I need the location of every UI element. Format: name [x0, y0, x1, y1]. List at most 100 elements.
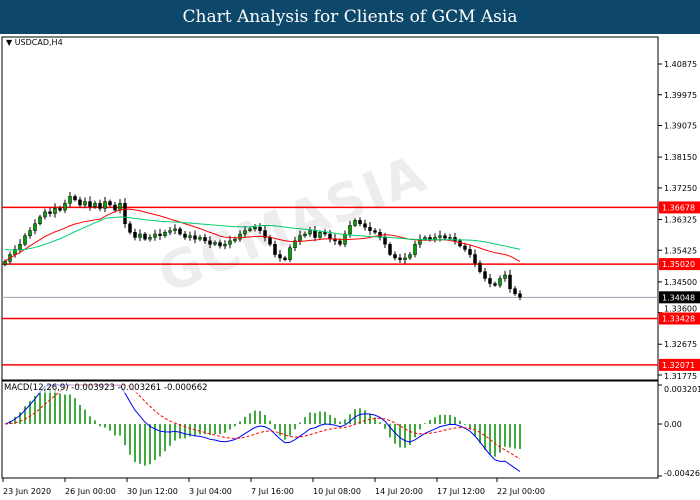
candle-body [363, 223, 367, 228]
candle-body [23, 235, 27, 245]
candle-body [383, 237, 387, 245]
price-tick-label: 1.39075 [664, 122, 697, 131]
candle-body [223, 244, 227, 247]
price-tick-label: 1.36325 [664, 216, 697, 225]
candle-body [443, 235, 447, 239]
level-price-tag [659, 312, 700, 325]
price-tick-label: 1.35425 [664, 246, 697, 255]
candle-body [478, 262, 482, 272]
candle-body [93, 203, 97, 207]
macd-signal-line [4, 384, 521, 460]
time-tick-label: 17 Jul 12:00 [437, 487, 485, 496]
price-tick-label: 1.37250 [664, 184, 697, 193]
candle-body [278, 254, 282, 259]
candle-body [123, 203, 127, 225]
candle-body [518, 293, 522, 298]
candle-body [468, 249, 472, 255]
candle-body [293, 240, 297, 248]
current-price-tag [659, 291, 700, 304]
candle-body [153, 233, 157, 238]
candle-body [163, 232, 167, 236]
candle-body [48, 211, 52, 214]
ma-slow-line [4, 216, 521, 251]
level-price-tag [659, 201, 700, 214]
candle-body [128, 223, 132, 233]
candle-body [68, 196, 72, 204]
candle-body [373, 230, 377, 233]
level-price-label: 1.32071 [662, 361, 695, 370]
candle-body [368, 226, 372, 231]
candle-body [308, 230, 312, 235]
candle-body [43, 211, 47, 218]
price-chart[interactable]: 1.40875 1.39975 1.39075 1.38150 1.37250 1.363… [0, 34, 700, 500]
candle-body [143, 233, 147, 240]
candle-body [13, 249, 17, 255]
current-price-label: 1.34048 [662, 293, 695, 302]
level-price-label: 1.36678 [662, 203, 695, 212]
symbol-text: USDCAD,H4 [14, 38, 63, 47]
candle-body [103, 201, 107, 209]
candle-body [453, 237, 457, 242]
candle-body [428, 237, 432, 240]
candle-body [358, 220, 362, 225]
price-tick-label: 1.34500 [664, 278, 697, 287]
candle-body [448, 237, 452, 239]
candle-body [63, 203, 67, 211]
candle-body [38, 216, 42, 225]
candle-body [323, 232, 327, 235]
macd-label: MACD(12,26,9) -0.003923 -0.003261 -0.000… [4, 383, 208, 393]
candle-body [233, 238, 237, 242]
candle-body [118, 203, 122, 211]
page-title: Chart Analysis for Clients of GCM Asia [0, 0, 700, 34]
time-tick-label: 23 Jun 2020 [3, 487, 51, 496]
candle-body [158, 233, 162, 236]
candle-body [138, 233, 142, 238]
price-tick-label: 1.33600 [664, 304, 697, 313]
candle-body [263, 230, 267, 238]
candle-body [353, 220, 357, 226]
candle-body [393, 254, 397, 259]
candle-body [193, 235, 197, 240]
candle-body [398, 257, 402, 260]
candle-body [83, 201, 87, 206]
candle-body [423, 237, 427, 240]
time-tick-label: 22 Jul 00:00 [497, 487, 545, 496]
candle-body [238, 233, 242, 240]
candle-body [208, 240, 212, 245]
time-tick-label: 26 Jun 00:00 [65, 487, 116, 496]
candle-body [133, 232, 137, 238]
candle-body [213, 242, 217, 245]
candle-body [258, 226, 262, 231]
candle-body [178, 228, 182, 235]
candle-body [513, 288, 517, 295]
macd-panel-frame [1, 380, 659, 479]
candle-body [503, 274, 507, 279]
candle-body [173, 228, 177, 231]
candle-body [88, 201, 92, 207]
candle-body [168, 230, 172, 233]
candle-body [458, 240, 462, 247]
candle-body [433, 237, 437, 240]
price-tick-label: 1.38150 [664, 153, 697, 162]
candle-body [58, 208, 62, 211]
candle-body [73, 196, 77, 201]
candle-body [403, 257, 407, 260]
time-tick-label: 10 Jul 08:00 [313, 487, 361, 496]
candle-body [473, 254, 477, 264]
time-tick-label: 7 Jul 16:00 [251, 487, 294, 496]
candle-body [3, 261, 7, 266]
candle-body [53, 208, 57, 214]
level-price-label: 1.35020 [662, 260, 695, 269]
candle-body [33, 223, 37, 231]
candle-body [228, 240, 232, 245]
symbol-label[interactable]: ▼ USDCAD,H4 [6, 38, 63, 47]
candle-body [148, 237, 152, 240]
level-price-tag [659, 258, 700, 271]
candle-body [288, 247, 292, 260]
time-tick-label: 3 Jul 04:00 [189, 487, 232, 496]
level-price-tag [659, 358, 700, 371]
candle-body [183, 233, 187, 238]
candle-body [348, 225, 352, 235]
candle-body [28, 230, 32, 236]
